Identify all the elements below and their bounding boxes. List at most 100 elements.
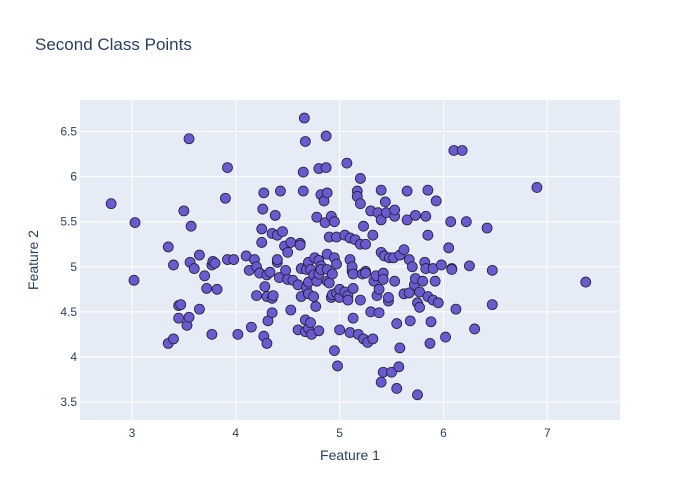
y-axis-ticks: 3.5 4 4.5 5 5.5 6 6.5 — [60, 125, 77, 409]
scatter-point — [432, 297, 444, 309]
scatter-point — [206, 328, 218, 340]
scatter-point — [422, 184, 434, 196]
scatter-point — [232, 328, 244, 340]
scatter-point — [329, 345, 340, 356]
scatter-point — [580, 276, 592, 288]
scatter-point — [341, 157, 353, 169]
scatter-point — [228, 254, 240, 265]
y-tick-label: 5 — [70, 260, 77, 274]
scatter-point — [414, 301, 425, 313]
scatter-point — [264, 266, 276, 278]
scatter-point — [354, 198, 366, 210]
scatter-point — [375, 184, 387, 196]
scatter-point — [194, 249, 205, 261]
scatter-point — [464, 260, 475, 272]
scatter-point — [417, 275, 429, 287]
scatter-point — [299, 136, 311, 147]
scatter-point — [430, 195, 442, 207]
scatter-point — [401, 185, 413, 197]
scatter-point — [446, 264, 458, 275]
scatter-point — [194, 303, 205, 315]
scatter-point — [389, 275, 401, 287]
scatter-point — [373, 307, 385, 319]
scatter-point — [486, 299, 498, 311]
y-axis-title: Feature 2 — [25, 230, 41, 290]
scatter-point — [383, 292, 394, 303]
scatter-point — [277, 226, 288, 238]
scatter-point — [347, 312, 359, 324]
x-axis-title: Feature 1 — [320, 447, 380, 463]
scatter-point — [331, 258, 342, 270]
data-points — [105, 112, 592, 401]
scatter-point — [173, 312, 185, 324]
scatter-point — [105, 198, 117, 210]
scatter-point — [450, 303, 462, 315]
scatter-point — [285, 304, 297, 316]
x-axis-ticks: 3 4 5 6 7 — [129, 426, 551, 440]
scatter-point — [375, 214, 387, 226]
scatter-point — [354, 173, 366, 184]
scatter-point — [320, 130, 332, 142]
scatter-point — [267, 290, 279, 302]
scatter-point — [305, 317, 316, 329]
scatter-point — [347, 282, 359, 294]
scatter-point — [285, 237, 297, 248]
scatter-point — [211, 283, 223, 295]
scatter-point — [183, 311, 195, 323]
scatter-point — [360, 267, 371, 279]
scatter-point — [404, 315, 416, 327]
scatter-point — [394, 342, 406, 354]
y-tick-label: 6 — [70, 170, 77, 184]
scatter-point — [201, 282, 213, 294]
x-tick-label: 7 — [544, 426, 551, 440]
scatter-point — [342, 294, 354, 306]
scatter-point — [209, 257, 221, 269]
scatter-point — [435, 259, 447, 271]
scatter-point — [297, 185, 309, 197]
scatter-point — [410, 209, 421, 221]
scatter-point — [261, 337, 273, 349]
scatter-point — [280, 264, 292, 276]
scatter-point — [406, 261, 418, 273]
scatter-point — [391, 383, 403, 394]
scatter-point — [298, 112, 310, 124]
scatter-point — [128, 274, 140, 286]
scatter-point — [271, 254, 283, 265]
scatter-point — [219, 192, 231, 204]
scatter-point — [386, 366, 397, 378]
scatter-point — [440, 331, 451, 343]
scatter-point — [326, 268, 338, 280]
scatter-point — [275, 185, 286, 197]
scatter-point — [256, 223, 268, 235]
scatter-point — [391, 318, 403, 329]
scatter-point — [259, 281, 271, 292]
scatter-point — [469, 323, 481, 335]
scatter-point — [332, 360, 343, 372]
scatter-point — [308, 291, 320, 302]
x-tick-label: 3 — [129, 426, 136, 440]
scatter-point — [379, 196, 391, 208]
scatter-point — [375, 376, 387, 388]
scatter-point — [175, 299, 187, 311]
scatter-point — [486, 264, 498, 276]
scatter-point — [178, 205, 190, 217]
scatter-point — [367, 333, 379, 345]
scatter-point — [347, 268, 359, 280]
scatter-point — [422, 229, 434, 241]
scatter-point — [297, 166, 309, 178]
scatter-point — [257, 203, 269, 215]
scatter-point — [185, 220, 197, 232]
scatter-point — [481, 222, 493, 234]
scatter-point — [443, 242, 455, 254]
scatter-point — [414, 286, 425, 298]
y-tick-label: 6.5 — [60, 125, 77, 139]
y-tick-label: 4 — [70, 350, 77, 364]
x-tick-label: 6 — [440, 426, 447, 440]
scatter-point — [269, 209, 281, 221]
scatter-point — [310, 301, 322, 312]
scatter-point — [354, 294, 366, 306]
scatter-point — [313, 325, 325, 337]
scatter-point — [129, 217, 141, 228]
scatter-point — [334, 324, 346, 336]
